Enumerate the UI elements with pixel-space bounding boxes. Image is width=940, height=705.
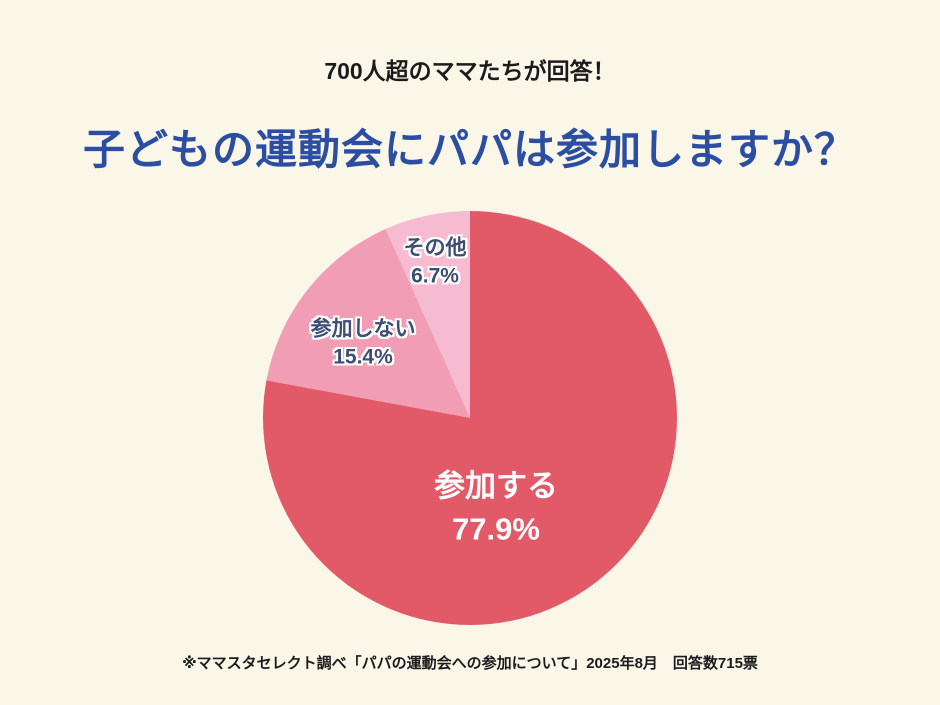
pie-slice-label-other: その他 6.7% xyxy=(404,235,467,292)
pie-chart-area: その他 6.7% 参加しない 15.4% 参加する 77.9% xyxy=(263,211,677,625)
pie-slice-label-not-participate-name: 参加しない xyxy=(310,317,416,341)
pie-slice-label-not-participate: 参加しない 15.4% xyxy=(311,316,416,373)
pie-slice-label-participate-value: 77.9% xyxy=(452,512,540,547)
source-footnote: ※ママスタセレクト調べ「パパの運動会への参加について」2025年8月 回答数71… xyxy=(182,655,758,672)
pie-slice-label-not-participate-value: 15.4% xyxy=(333,346,393,369)
pie-slice-label-other-name: その他 xyxy=(403,236,467,260)
page-title: 子どもの運動会にパパは参加しますか？ xyxy=(82,126,857,173)
header-subtitle: 700人超のママたちが回答！ xyxy=(324,58,616,84)
pie-slice-label-participate-name: 参加する xyxy=(434,468,558,504)
pie-slice-label-other-value: 6.7% xyxy=(411,265,459,288)
pie-slice-label-participate: 参加する 77.9% xyxy=(434,465,558,552)
pie-chart xyxy=(263,211,677,625)
